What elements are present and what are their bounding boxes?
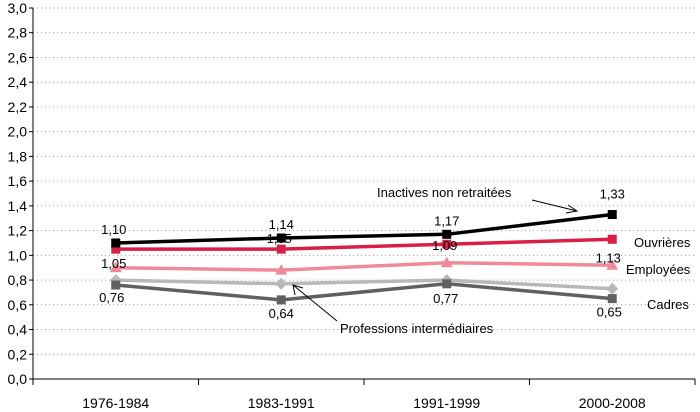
data-label: 0,65 [597, 305, 622, 320]
data-point [109, 261, 122, 273]
y-tick-label: 2,6 [8, 49, 28, 65]
data-labels: 1,10 1,14 1,17 1,33 1,05 1,05 1,09 1,13 0,76 0,64… [99, 187, 625, 321]
data-label: 0,77 [433, 291, 458, 306]
leader-line [292, 284, 338, 322]
data-label: 1,09 [432, 238, 457, 253]
leader-line [531, 199, 578, 212]
data-point [275, 277, 288, 290]
series-line [115, 261, 613, 272]
y-tick-label: 1,6 [8, 173, 28, 189]
data-point [607, 294, 617, 304]
series-name-label: Cadres [647, 297, 689, 312]
y-tick-label: 3,0 [8, 0, 28, 16]
series-name-label: Inactives non retraitées [377, 185, 512, 200]
series-name-label: Professions intermédiaires [340, 321, 494, 336]
data-label: 0,64 [269, 306, 294, 321]
data-label: 1,13 [596, 250, 621, 265]
y-tick-label: 2,2 [8, 99, 28, 115]
data-point [111, 280, 121, 290]
series-line [115, 278, 613, 291]
data-point [442, 229, 452, 239]
y-tick-label: 0,4 [8, 322, 28, 338]
data-point [442, 279, 452, 289]
data-point [276, 233, 286, 243]
data-point [276, 244, 286, 254]
x-axis: 1976-1984 1983-1991 1991-1999 2000-2008 [32, 378, 696, 411]
series-line [115, 237, 613, 251]
data-label: 1,17 [434, 213, 459, 228]
data-point [607, 210, 617, 220]
data-point [275, 264, 288, 275]
series-name-label: Ouvrières [634, 235, 691, 250]
x-tick-label: 2000-2008 [579, 395, 646, 411]
data-point [111, 244, 121, 254]
y-tick-label: 2,8 [8, 25, 28, 41]
x-tick-label: 1976-1984 [82, 395, 149, 411]
series-line [115, 282, 613, 302]
series-name-label: Employées [626, 262, 691, 277]
data-point [276, 295, 286, 305]
y-tick-label: 0,2 [8, 346, 28, 362]
data-label: 1,33 [600, 187, 625, 202]
data-point [442, 239, 452, 249]
data-label: 1,05 [267, 231, 292, 246]
data-label: 1,14 [269, 217, 294, 232]
y-tick-label: 2,0 [8, 124, 28, 140]
y-tick-label: 0,6 [8, 297, 28, 313]
arrow-head [292, 284, 304, 296]
y-tick-label: 1,4 [8, 198, 28, 214]
data-label: 0,76 [99, 290, 124, 305]
data-point [606, 282, 619, 295]
data-point [607, 234, 617, 244]
arrow-head [565, 204, 579, 214]
y-tick-label: 1,0 [8, 247, 28, 263]
data-point [111, 238, 121, 248]
y-tick-label: 1,8 [8, 148, 28, 164]
y-axis: 0,0 0,2 0,4 0,6 0,8 1,0 1,2 1,4 1,6 1,8 2,0 2,2 2,4 2… [8, 0, 34, 387]
gridlines [33, 7, 695, 355]
data-point [440, 256, 453, 268]
series-line [115, 212, 613, 245]
series-labels: Ouvrières Employées Cadres Inactives non re… [292, 185, 691, 336]
x-tick-label: 1991-1999 [413, 395, 480, 411]
x-tick-label: 1983-1991 [248, 395, 315, 411]
data-point [606, 259, 619, 270]
y-tick-label: 0,0 [8, 371, 28, 387]
y-tick-label: 0,8 [8, 272, 28, 288]
data-label: 1,05 [101, 256, 126, 271]
y-tick-label: 1,2 [8, 223, 28, 239]
y-tick-label: 2,4 [8, 74, 28, 90]
series-group [109, 210, 619, 305]
data-label: 1,10 [101, 222, 126, 237]
